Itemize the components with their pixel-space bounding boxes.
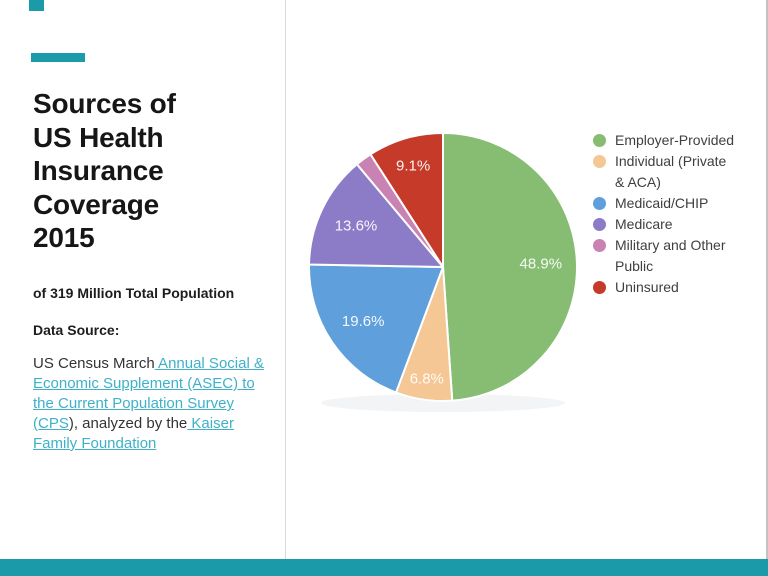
- source-line: the Current Population Survey: [33, 394, 283, 414]
- source-line: (CPS), analyzed by the Kaiser: [33, 414, 283, 434]
- legend-entry: Military and Other Public: [593, 235, 763, 277]
- pie-label: 48.9%: [520, 256, 563, 273]
- legend-swatch-icon: [593, 197, 606, 210]
- pie-label: 6.8%: [410, 370, 444, 387]
- legend-swatch-icon: [593, 155, 606, 168]
- source-link[interactable]: Family Foundation: [33, 435, 157, 452]
- divider-line: [285, 0, 286, 559]
- chart-legend: Employer-Provided Individual (Private & AC…: [593, 130, 763, 298]
- legend-entry: Employer-Provided: [593, 130, 763, 151]
- subtitle: of 319 Million Total Population: [33, 285, 235, 301]
- page-title: Sources of US Health Insurance Coverage …: [33, 88, 176, 253]
- corner-tab: [29, 0, 44, 11]
- source-link[interactable]: the Current Population Survey: [33, 395, 234, 412]
- source-line: Family Foundation: [33, 434, 283, 454]
- data-source-label: Data Source:: [33, 322, 120, 338]
- legend-label: Medicaid/CHIP: [615, 195, 709, 211]
- source-link[interactable]: Annual Social &: [154, 355, 264, 372]
- legend-swatch-icon: [593, 281, 606, 294]
- source-line: Economic Supplement (ASEC) to: [33, 374, 283, 394]
- legend-label: Medicare: [615, 216, 673, 232]
- source-text: US Census March: [33, 355, 155, 372]
- legend-swatch-icon: [593, 218, 606, 231]
- legend-label: Uninsured: [615, 279, 679, 295]
- legend-swatch-icon: [593, 239, 606, 252]
- legend-swatch-icon: [593, 134, 606, 147]
- footer-bar: [0, 559, 768, 576]
- pie-slice-employer-provided: [442, 132, 578, 402]
- legend-label: Employer-Provided: [615, 132, 735, 148]
- source-link[interactable]: Economic Supplement (ASEC) to: [33, 375, 255, 392]
- legend-label: Military and Other Public: [615, 237, 726, 274]
- legend-entry: Individual (Private & ACA): [593, 151, 763, 193]
- source-text: ), analyzed by the: [68, 415, 188, 432]
- slide-right-edge: [766, 0, 768, 576]
- pie-label: 9.1%: [396, 157, 430, 174]
- legend-entry: Uninsured: [593, 277, 763, 298]
- legend-entry: Medicaid/CHIP: [593, 193, 763, 214]
- source-link[interactable]: (CPS: [33, 415, 69, 432]
- source-paragraph: US Census March Annual Social & Economic …: [33, 354, 283, 454]
- source-line: US Census March Annual Social &: [33, 354, 283, 374]
- accent-dash: [31, 53, 85, 62]
- pie-slice-medicare: [308, 163, 444, 268]
- pie-shadow: [321, 394, 565, 412]
- pie-label: 19.6%: [342, 313, 385, 330]
- legend-entry: Medicare: [593, 214, 763, 235]
- pie-slice-medicaid-chip: [308, 263, 444, 394]
- legend-label: Individual (Private & ACA): [615, 153, 727, 190]
- pie-slice-uninsured: [369, 132, 444, 268]
- source-link[interactable]: Kaiser: [187, 415, 234, 432]
- pie-label: 13.6%: [335, 217, 378, 234]
